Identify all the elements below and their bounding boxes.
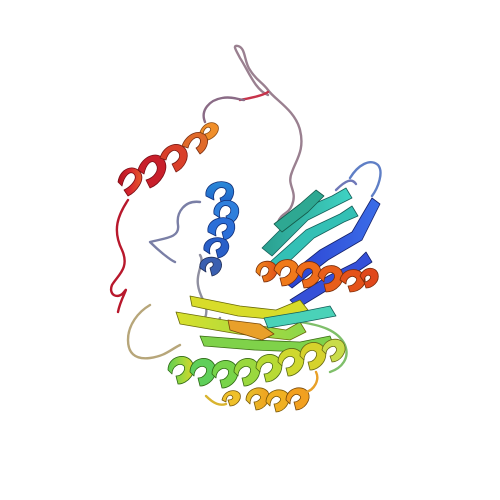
coil-red-tail	[109, 198, 130, 314]
strand-teal-5	[273, 189, 325, 233]
coil-left-lower	[126, 303, 182, 360]
strand-cyan-2	[269, 205, 359, 271]
coil-left-loop	[202, 96, 246, 124]
helix-gold	[204, 370, 319, 413]
helix-blue	[199, 181, 240, 277]
coil-top-loop	[233, 44, 303, 224]
helix-orange	[255, 259, 379, 293]
sheet-lower	[175, 295, 337, 353]
coil-cyan-top	[348, 161, 382, 198]
strand-cyan-4	[263, 305, 337, 329]
coil-top-hook	[334, 179, 358, 192]
helix-green	[167, 338, 346, 389]
strand-orange-5	[227, 319, 275, 341]
coil-top-red	[238, 90, 270, 102]
coil-right-lower	[298, 320, 348, 374]
helix-red	[117, 122, 219, 197]
coil-blue-link	[148, 200, 202, 264]
sheet-upper	[261, 187, 381, 309]
